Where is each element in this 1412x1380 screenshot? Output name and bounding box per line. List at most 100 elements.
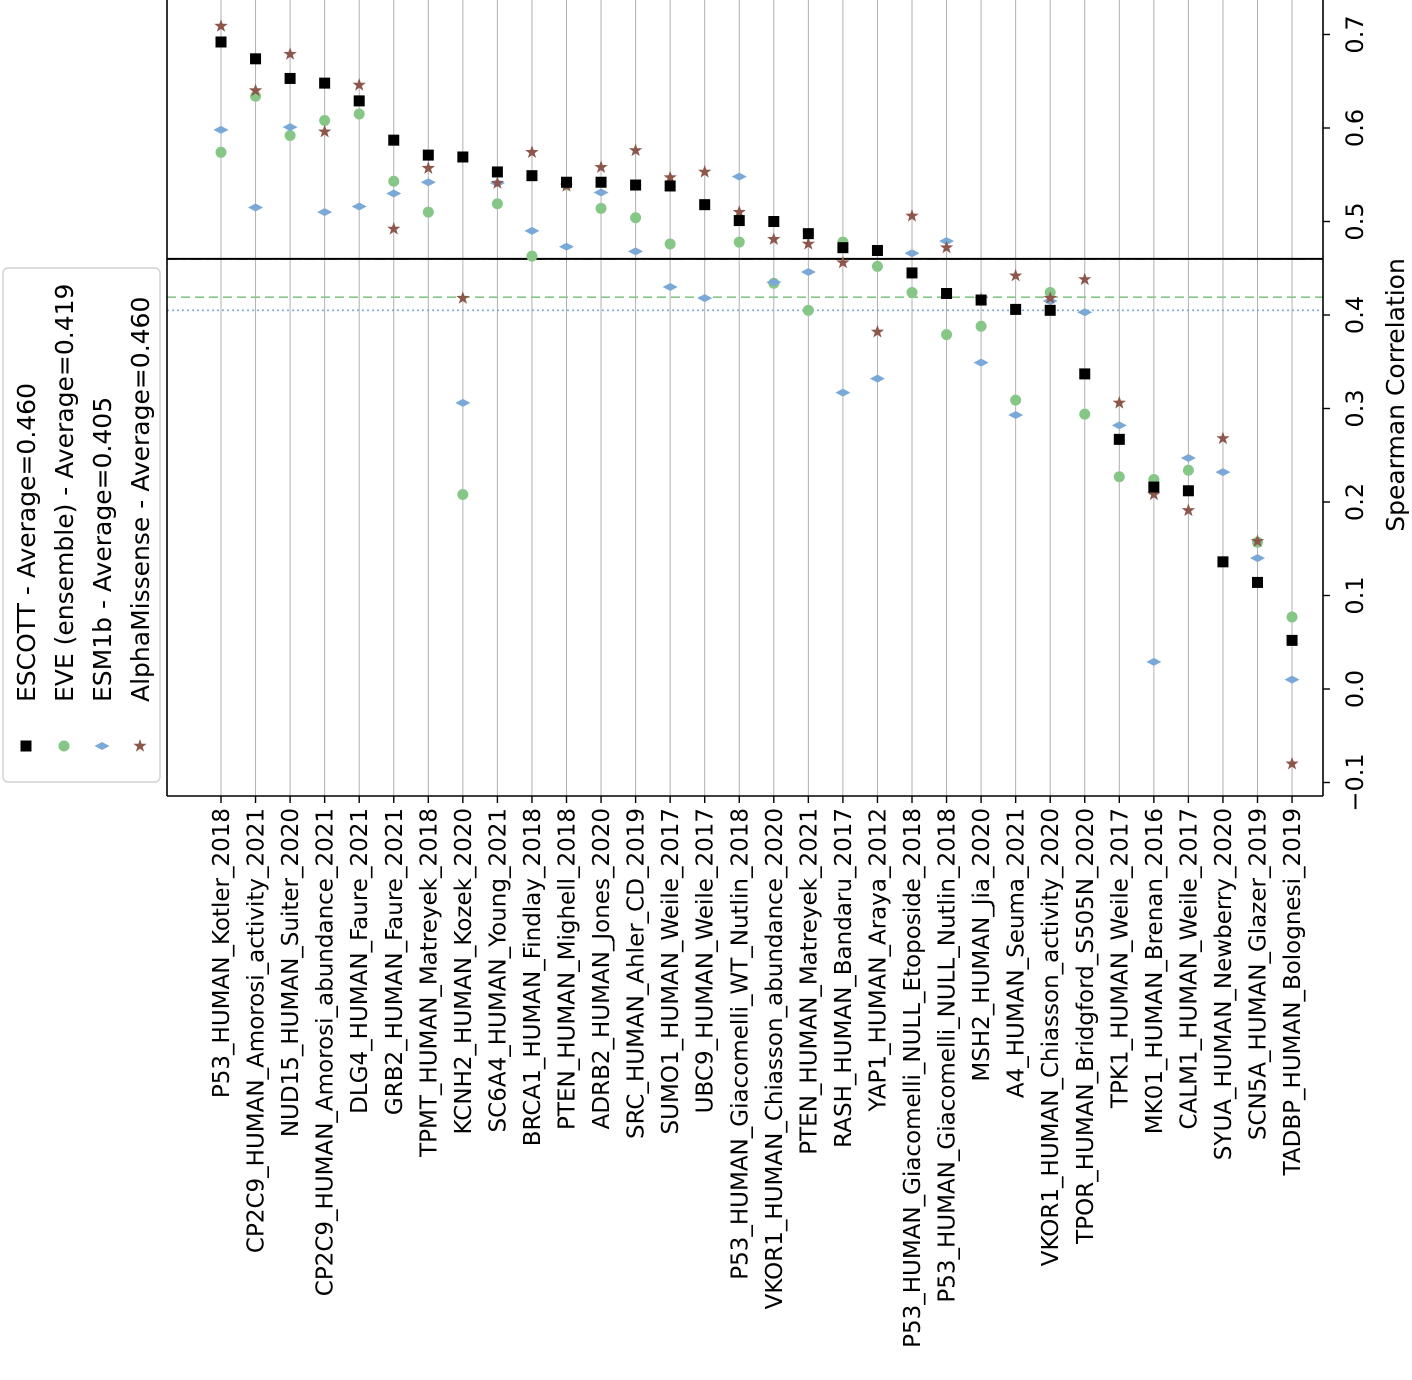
x-tick-label: TPOR_HUMAN_Bridgford_S505N_2020: [1073, 808, 1099, 1245]
data-point-diamond-marker: KCNH2_HUMAN_Kozek_2020: 0.306: [455, 398, 471, 407]
data-point-diamond-marker: A4_HUMAN_Seuma_2021: 0.293: [1008, 411, 1024, 420]
data-point-star-marker: P53_HUMAN_Kotler_2018: 0.709: [214, 19, 228, 32]
data-point-star-marker: YAP1_HUMAN_Araya_2012: 0.382: [870, 324, 885, 338]
data-point-square-marker: TPMT_HUMAN_Matreyek_2018: 0.571: [422, 149, 434, 161]
x-tick-label: PTEN_HUMAN_Mighell_2018: [555, 808, 581, 1130]
data-point-square-marker: MSH2_HUMAN_Jia_2020: 0.416: [975, 294, 987, 306]
data-point-square-marker: BRCA1_HUMAN_Findlay_2018: 0.549: [526, 170, 538, 182]
data-point-square-marker: CALM1_HUMAN_Weile_2017: 0.212: [1182, 485, 1194, 497]
data-point-circle-marker: P53_HUMAN_Kotler_2018: 0.574: [215, 146, 227, 158]
grid-lines: [220, 0, 1293, 796]
data-point-diamond-marker: MK01_HUMAN_Brenan_2016: 0.029: [1146, 657, 1162, 666]
data-point-diamond-marker: DLG4_HUMAN_Faure_2021: 0.516: [351, 202, 367, 211]
data-point-circle-marker: P53_HUMAN_Giacomelli_NULL_Etoposide_2018…: [906, 287, 918, 299]
data-point-star-marker: ADRB2_HUMAN_Jones_2020: 0.558: [594, 160, 608, 173]
x-tick-label: NUD15_HUMAN_Suiter_2020: [278, 808, 304, 1137]
x-tick-label: BRCA1_HUMAN_Findlay_2018: [520, 808, 546, 1146]
x-tick-label: RASH_HUMAN_Bandaru_2017: [831, 808, 857, 1148]
data-point-diamond-marker: UBC9_HUMAN_Weile_2017: 0.418: [697, 294, 713, 303]
data-point-square-marker: CP2C9_HUMAN_Amorosi_abundance_2021: 0.64…: [319, 77, 331, 89]
x-tick-label: SC6A4_HUMAN_Young_2021: [485, 808, 511, 1132]
legend-circle-marker: [58, 740, 70, 752]
data-point-square-marker: TPOR_HUMAN_Bridgford_S505N_2020: 0.337: [1079, 368, 1091, 380]
x-tick-label: VKOR1_HUMAN_Chiasson_activity_2020: [1038, 808, 1064, 1266]
data-point-diamond-marker: CP2C9_HUMAN_Amorosi_abundance_2021: 0.51: [317, 208, 333, 217]
data-point-star-marker: RASH_HUMAN_Bandaru_2017: 0.456: [836, 255, 850, 269]
legend-entry-label: EVE (ensemble) - Average=0.419: [50, 284, 79, 702]
data-point-star-marker: SYUA_HUMAN_Newberry_2020: 0.268: [1216, 431, 1230, 445]
data-point-star-marker: UBC9_HUMAN_Weile_2017: 0.553: [698, 164, 712, 178]
legend-entry-label: ESM1b - Average=0.405: [88, 397, 117, 702]
data-point-circle-marker: DLG4_HUMAN_Faure_2021: 0.615: [353, 108, 365, 120]
data-point-square-marker: A4_HUMAN_Seuma_2021: 0.406: [1010, 303, 1022, 315]
x-tick-label: MSH2_HUMAN_Jia_2020: [969, 808, 995, 1082]
y-tick-label: 0.1: [1341, 576, 1369, 614]
data-point-diamond-marker: ADRB2_HUMAN_Jones_2020: 0.531: [593, 188, 609, 197]
data-point-diamond-marker: P53_HUMAN_Giacomelli_WT_Nutlin_2018: 0.5…: [731, 172, 747, 181]
data-point-square-marker: SCN5A_HUMAN_Glazer_2019: 0.114: [1252, 576, 1263, 588]
data-point-star-marker: TPMT_HUMAN_Matreyek_2018: 0.557: [421, 161, 435, 174]
data-point-diamond-marker: SCN5A_HUMAN_Glazer_2019: 0.14: [1250, 554, 1265, 563]
data-point-diamond-marker: BRCA1_HUMAN_Findlay_2018: 0.49: [524, 226, 540, 235]
data-point-circle-marker: TADBP_HUMAN_Bolognesi_2019: 0.077: [1286, 611, 1298, 623]
data-point-square-marker: VKOR1_HUMAN_Chiasson_abundance_2020: 0.5: [768, 216, 780, 227]
data-point-circle-marker: MSH2_HUMAN_Jia_2020: 0.388: [975, 320, 987, 332]
x-tick-label: CP2C9_HUMAN_Amorosi_activity_2021: [244, 808, 270, 1253]
data-point-star-marker: VKOR1_HUMAN_Chiasson_activity_2020: 0.41…: [1043, 291, 1057, 304]
data-point-square-marker: P53_HUMAN_Giacomelli_NULL_Nutlin_2018: 0…: [941, 287, 953, 299]
data-point-square-marker: TPK1_HUMAN_Weile_2017: 0.267: [1113, 433, 1125, 445]
data-point-star-marker: SC6A4_HUMAN_Young_2021: 0.541: [490, 176, 505, 189]
x-axis-category-labels: P53_HUMAN_Kotler_2018 CP2C9_HUMAN_Amorosi…: [209, 796, 1306, 1348]
data-point-circle-marker: P53_HUMAN_Giacomelli_WT_Nutlin_2018: 0.4…: [733, 236, 745, 248]
data-point-square-marker: CP2C9_HUMAN_Amorosi_activity_2021: 0.674: [250, 53, 262, 65]
data-point-square-marker: P53_HUMAN_Giacomelli_WT_Nutlin_2018: 0.5…: [733, 215, 745, 227]
x-tick-label: KCNH2_HUMAN_Kozek_2020: [451, 808, 477, 1135]
y-tick-label: 0.5: [1341, 202, 1369, 240]
data-point-star-marker: VKOR1_HUMAN_Chiasson_abundance_2020: 0.4…: [767, 232, 781, 245]
data-point-diamond-marker: NUD15_HUMAN_Suiter_2020: 0.601: [282, 123, 298, 132]
y-tick-label: 0.0: [1341, 670, 1369, 708]
x-tick-label: PTEN_HUMAN_Matreyek_2021: [796, 808, 822, 1155]
x-tick-label: SUMO1_HUMAN_Weile_2017: [658, 808, 684, 1134]
y-axis-label: Spearman Correlation: [1381, 258, 1410, 532]
x-tick-label: P53_HUMAN_Giacomelli_NULL_Etoposide_2018: [900, 808, 926, 1348]
x-tick-label: A4_HUMAN_Seuma_2021: [1004, 808, 1030, 1098]
y-tick-label: −0.1: [1341, 753, 1369, 811]
x-tick-label: SRC_HUMAN_Ahler_CD_2019: [624, 808, 650, 1139]
data-point-diamond-marker: YAP1_HUMAN_Araya_2012: 0.332: [869, 374, 885, 383]
x-tick-label: DLG4_HUMAN_Faure_2021: [347, 808, 373, 1114]
data-point-circle-marker: GRB2_HUMAN_Faure_2021: 0.543: [388, 175, 400, 187]
y-tick-label: 0.4: [1341, 296, 1369, 334]
data-point-circle-marker: NUD15_HUMAN_Suiter_2020: 0.592: [284, 129, 296, 141]
data-point-star-marker: BRCA1_HUMAN_Findlay_2018: 0.574: [525, 145, 539, 158]
data-point-diamond-marker: VKOR1_HUMAN_Chiasson_abundance_2020: 0.4…: [766, 278, 782, 287]
data-point-square-marker: SYUA_HUMAN_Newberry_2020: 0.136: [1217, 556, 1229, 568]
data-point-star-marker: SCN5A_HUMAN_Glazer_2019: 0.158: [1250, 534, 1265, 547]
data-point-square-marker: ADRB2_HUMAN_Jones_2020: 0.542: [595, 176, 607, 188]
x-tick-label: TPK1_HUMAN_Weile_2017: [1107, 808, 1133, 1109]
y-tick-label: 0.6: [1341, 109, 1369, 147]
data-point-star-marker: KCNH2_HUMAN_Kozek_2020: 0.418: [456, 291, 470, 304]
data-point-square-marker: SC6A4_HUMAN_Young_2021: 0.553: [491, 166, 503, 178]
data-point-star-marker: A4_HUMAN_Seuma_2021: 0.442: [1009, 268, 1023, 282]
axes: [166, 0, 1324, 797]
data-point-square-marker: MK01_HUMAN_Brenan_2016: 0.216: [1148, 481, 1160, 493]
x-tick-label: CP2C9_HUMAN_Amorosi_abundance_2021: [313, 808, 339, 1296]
data-point-star-marker: TPK1_HUMAN_Weile_2017: 0.306: [1112, 395, 1126, 409]
legend-diamond-marker: [94, 742, 110, 750]
data-point-star-marker: TADBP_HUMAN_Bolognesi_2019: -0.08: [1285, 756, 1299, 770]
x-tick-label: YAP1_HUMAN_Araya_2012: [865, 808, 891, 1112]
data-point-circle-marker: TPOR_HUMAN_Bridgford_S505N_2020: 0.294: [1079, 408, 1091, 420]
data-point-square-marker: RASH_HUMAN_Bandaru_2017: 0.472: [837, 242, 849, 254]
legend-entry-label: AlphaMissense - Average=0.460: [126, 297, 155, 702]
data-point-diamond-marker: TPMT_HUMAN_Matreyek_2018: 0.542: [420, 178, 436, 187]
x-tick-label: P53_HUMAN_Kotler_2018: [209, 808, 235, 1098]
data-point-square-marker: SRC_HUMAN_Ahler_CD_2019: 0.539: [630, 179, 642, 191]
x-tick-label: TADBP_HUMAN_Bolognesi_2019: [1280, 808, 1306, 1176]
data-point-diamond-marker: MSH2_HUMAN_Jia_2020: 0.349: [973, 358, 989, 367]
data-point-diamond-marker: P53_HUMAN_Giacomelli_NULL_Etoposide_2018…: [904, 249, 920, 258]
data-point-square-marker: GRB2_HUMAN_Faure_2021: 0.587: [388, 134, 400, 146]
legend: ESCOTT - Average=0.460 EVE (ensemble) - A…: [2, 267, 161, 783]
data-point-star-marker: SUMO1_HUMAN_Weile_2017: 0.547: [663, 170, 677, 184]
